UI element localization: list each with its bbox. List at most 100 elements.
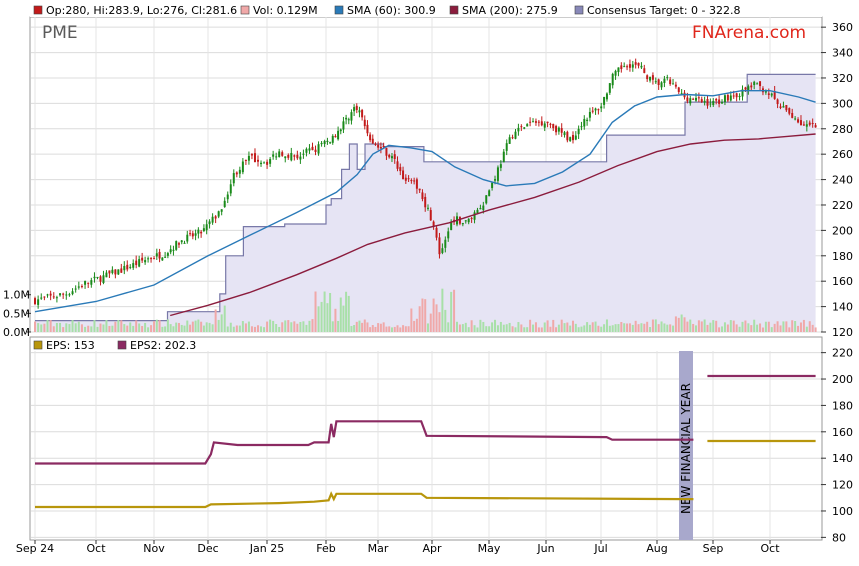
candle-body bbox=[126, 264, 129, 270]
candle-body bbox=[374, 143, 377, 145]
volume-bar bbox=[549, 326, 552, 332]
volume-bar bbox=[703, 319, 706, 332]
legend-top-bg bbox=[30, 3, 822, 17]
candle-body bbox=[703, 100, 706, 103]
legend-swatch bbox=[117, 340, 127, 350]
candle-body bbox=[744, 87, 747, 90]
volume-bar bbox=[750, 325, 753, 332]
candle-body bbox=[257, 159, 260, 162]
candle-body bbox=[415, 179, 418, 189]
candle-body bbox=[571, 135, 574, 141]
candle-body bbox=[77, 286, 80, 288]
candle-body bbox=[470, 217, 473, 219]
volume-bar bbox=[814, 327, 817, 332]
candle-body bbox=[426, 207, 429, 209]
candle-body bbox=[706, 99, 709, 106]
candle-body bbox=[40, 297, 43, 299]
candle-body bbox=[117, 269, 120, 275]
candle-body bbox=[640, 65, 643, 68]
candle-body bbox=[62, 293, 65, 295]
consensus-line bbox=[35, 73, 816, 322]
volume-bar bbox=[235, 325, 238, 332]
volume-bar bbox=[591, 322, 594, 332]
volume-bar bbox=[302, 321, 305, 332]
volume-bar bbox=[200, 321, 203, 332]
candle-body bbox=[71, 291, 74, 295]
candle-body bbox=[191, 233, 194, 237]
volume-bar bbox=[456, 321, 459, 332]
volume-bar bbox=[68, 324, 71, 332]
candle-body bbox=[200, 231, 203, 234]
volume-bar bbox=[247, 321, 250, 332]
volume-bar bbox=[177, 322, 180, 332]
volume-bar bbox=[597, 325, 600, 332]
candle-body bbox=[494, 179, 497, 181]
volume-axis-left: 0.0M 0.5M 1.0M bbox=[3, 289, 31, 339]
candle-body bbox=[814, 125, 817, 128]
volume-bar bbox=[320, 301, 323, 332]
candle-body bbox=[135, 260, 138, 266]
volume-bar bbox=[382, 322, 385, 332]
candle-body bbox=[626, 66, 629, 68]
y-tick-label: 120 bbox=[832, 479, 853, 492]
volume-bar bbox=[52, 326, 55, 332]
candle-body bbox=[65, 294, 68, 296]
volume-bar bbox=[62, 327, 65, 332]
volume-bar bbox=[709, 322, 712, 332]
volume-bar bbox=[379, 323, 382, 332]
candle-body bbox=[464, 220, 467, 222]
candle-body bbox=[441, 248, 444, 253]
volume-bar bbox=[253, 326, 256, 332]
volume-bar bbox=[388, 326, 391, 332]
candle-body bbox=[424, 196, 427, 208]
volume-bar bbox=[441, 288, 444, 332]
volume-bar bbox=[470, 320, 473, 332]
volume-bar bbox=[208, 322, 211, 332]
volume-bar bbox=[250, 326, 253, 332]
volume-bar bbox=[226, 326, 229, 332]
y-tick-label: 100 bbox=[832, 505, 853, 518]
volume-bar bbox=[111, 325, 114, 332]
volume-bar bbox=[197, 319, 200, 332]
volume-bar bbox=[120, 320, 123, 332]
volume-bar bbox=[272, 320, 275, 332]
volume-bar bbox=[426, 323, 429, 332]
volume-bar bbox=[438, 312, 441, 332]
candle-body bbox=[329, 142, 332, 144]
volume-bar bbox=[620, 322, 623, 332]
candle-body bbox=[183, 242, 186, 244]
volume-bar bbox=[808, 321, 811, 332]
volume-bar bbox=[257, 325, 260, 332]
candle-body bbox=[429, 210, 432, 221]
candle-body bbox=[715, 99, 718, 101]
volume-bar bbox=[494, 319, 497, 332]
volume-bar bbox=[314, 291, 317, 332]
candle-body bbox=[617, 67, 620, 73]
candle-body bbox=[529, 121, 532, 123]
candle-body bbox=[435, 227, 438, 238]
volume-bar bbox=[695, 325, 698, 332]
volume-bar bbox=[43, 323, 46, 332]
candle-body bbox=[223, 200, 226, 207]
candle-body bbox=[172, 249, 175, 251]
volume-bar bbox=[651, 319, 654, 332]
candle-body bbox=[517, 127, 520, 132]
candle-body bbox=[371, 138, 374, 144]
volume-bar bbox=[129, 322, 132, 332]
volume-bar bbox=[55, 322, 58, 332]
volume-bar bbox=[672, 325, 675, 332]
candle-body bbox=[597, 109, 600, 111]
candle-body bbox=[205, 224, 208, 231]
candle-body bbox=[485, 195, 488, 204]
candle-body bbox=[782, 106, 785, 108]
volume-bar bbox=[135, 320, 138, 332]
candle-body bbox=[272, 154, 275, 157]
volume-bar bbox=[429, 313, 432, 332]
candle-body bbox=[326, 140, 329, 142]
vol-tick-label: 1.0M bbox=[3, 289, 30, 302]
volume-bar bbox=[299, 321, 302, 332]
candle-body bbox=[583, 118, 586, 127]
volume-bar bbox=[290, 322, 293, 332]
candle-body bbox=[577, 128, 580, 135]
eps-line bbox=[35, 491, 694, 509]
